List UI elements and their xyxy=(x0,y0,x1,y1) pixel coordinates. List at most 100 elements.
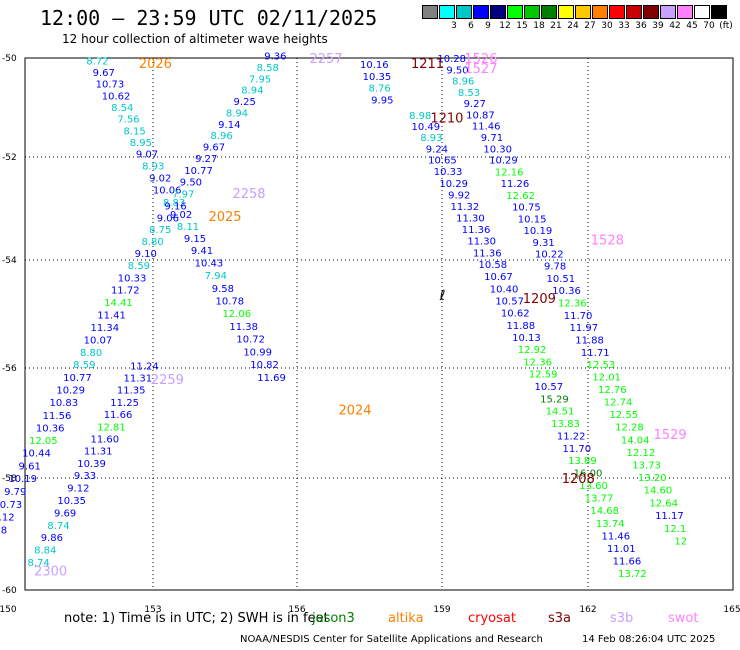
wave-height-value: 11.08 xyxy=(0,526,7,537)
latitude-tick-label: -60 xyxy=(2,586,17,596)
wave-height-value: 9.12 xyxy=(67,484,89,495)
wave-height-value: 10.83 xyxy=(50,398,79,409)
wave-height-value: 11.12 xyxy=(0,513,15,524)
wave-height-value: 13.77 xyxy=(585,494,614,505)
wave-height-value: 11.70 xyxy=(562,444,591,455)
wave-height-value: 11.32 xyxy=(451,202,480,213)
wave-height-value: 12.62 xyxy=(506,191,535,202)
wave-height-value: 9.27 xyxy=(464,99,486,110)
wave-height-value: 8.59 xyxy=(73,360,95,371)
wave-height-value: 12.28 xyxy=(615,423,644,434)
wave-height-value: 10.16 xyxy=(360,60,389,71)
color-scale-label: 21 xyxy=(550,21,562,31)
wave-height-value: 9.58 xyxy=(212,284,234,295)
color-scale-label: 27 xyxy=(584,21,596,31)
wave-height-value: 10.35 xyxy=(57,496,86,507)
wave-height-value: 9.71 xyxy=(481,133,503,144)
wave-height-value: 10.06 xyxy=(153,186,182,197)
wave-height-value: 11.88 xyxy=(507,321,536,332)
page-subtitle: 12 hour collection of altimeter wave hei… xyxy=(62,32,328,46)
wave-height-value: 11.30 xyxy=(467,237,496,248)
wave-height-value: 9.15 xyxy=(184,234,206,245)
mission-legend-swot: swot xyxy=(668,611,699,626)
latitude-tick-label: -50 xyxy=(2,54,17,64)
wave-height-value: 8.74 xyxy=(47,521,69,532)
wave-height-value: 11.17 xyxy=(655,511,684,522)
wave-height-value: 9.86 xyxy=(41,533,63,544)
wave-height-value: 9.24 xyxy=(426,144,448,155)
wave-height-value: 9.02 xyxy=(170,210,192,221)
wave-height-value: 9.33 xyxy=(74,471,96,482)
color-scale-label: 24 xyxy=(567,21,579,31)
color-scale-swatch xyxy=(643,5,659,19)
map-frame xyxy=(24,57,734,591)
wave-height-value: 8.98 xyxy=(409,111,431,122)
track-2300: 11.2411.3111.3511.2511.6612.8111.6011.31… xyxy=(28,361,159,569)
wave-height-value: 11.30 xyxy=(456,214,485,225)
wave-height-value: 11.46 xyxy=(472,122,501,133)
mission-legend-s3a: s3a xyxy=(548,611,572,626)
wave-height-value: 12.01 xyxy=(592,373,621,384)
color-scale-swatch xyxy=(626,5,642,19)
color-scale-swatch xyxy=(422,5,438,19)
color-scale-swatch xyxy=(541,5,557,19)
wave-height-value: 13.73 xyxy=(632,460,661,471)
wave-height-value: 10.36 xyxy=(552,286,581,297)
wave-height-value: 12.16 xyxy=(495,167,524,178)
wave-height-value: 11.70 xyxy=(564,311,593,322)
longitude-tick-label: 162 xyxy=(579,605,596,615)
wave-height-value: 11.66 xyxy=(104,410,133,421)
wave-height-value: 14.41 xyxy=(104,298,133,309)
wave-height-value: 8.84 xyxy=(34,546,56,557)
wave-height-value: 10.82 xyxy=(250,360,279,371)
page-title: 12:00 — 23:59 UTC 02/11/2025 xyxy=(40,6,378,30)
pass-number-label: 2300 xyxy=(34,564,67,579)
latitude-tick-label: -54 xyxy=(2,256,17,266)
wave-height-value: 10.07 xyxy=(84,335,113,346)
wave-height-value: 10.29 xyxy=(439,179,468,190)
wave-height-value: 9.79 xyxy=(4,487,26,498)
color-scale-label: 3 xyxy=(451,21,457,31)
wave-height-value: 10.43 xyxy=(195,258,224,269)
wave-height-value: 16.00 xyxy=(574,469,603,480)
color-scale-swatch xyxy=(473,5,489,19)
wave-height-value: 8.76 xyxy=(369,84,391,95)
wave-height-value: 13.74 xyxy=(596,519,625,530)
wave-height-value: 9.69 xyxy=(54,508,76,519)
longitude-tick-label: 156 xyxy=(288,605,305,615)
color-scale-swatch xyxy=(439,5,455,19)
map-axis-ticks: 150 153 156 159 162 165 -50 -52 -54 -56 -58 -60 xyxy=(0,54,740,615)
wave-height-value: 11.35 xyxy=(117,386,146,397)
map-grid xyxy=(24,57,734,591)
wave-height-value: 14.04 xyxy=(621,435,650,446)
color-scale-label: 12 xyxy=(499,21,511,31)
color-scale-label: 6 xyxy=(468,21,474,31)
wave-height-value: 10.39 xyxy=(77,459,106,470)
wave-height-value: 12 xyxy=(674,537,687,548)
wave-height-value: 8.83 xyxy=(163,198,185,209)
wave-height-value: 11.97 xyxy=(569,323,598,334)
wave-height-value: 12.36 xyxy=(558,299,587,310)
wave-height-value: 8.74 xyxy=(28,558,50,569)
wave-height-value: 10.75 xyxy=(512,203,541,214)
wave-height-value: 11.22 xyxy=(557,431,586,442)
wave-height-value: 10.73 xyxy=(96,80,125,91)
pass-number-label: 1527 xyxy=(464,62,497,77)
color-scale-swatch xyxy=(507,5,523,19)
wave-height-value: 9.61 xyxy=(19,461,41,472)
pass-number-label: 2025 xyxy=(208,210,241,225)
wave-height-value: 10.57 xyxy=(535,382,564,393)
latitude-tick-label: -58 xyxy=(2,474,17,484)
wave-height-value: 10.29 xyxy=(56,385,85,396)
wave-height-value: 10.58 xyxy=(479,260,508,271)
wave-height-value: 8.58 xyxy=(257,63,279,74)
wave-height-value: 11.36 xyxy=(473,248,502,259)
wave-height-value: 11.66 xyxy=(613,557,642,568)
longitude-tick-label: 150 xyxy=(0,605,17,615)
color-scale-swatch xyxy=(711,5,727,19)
wave-height-value: 8.80 xyxy=(80,348,102,359)
color-scale-label: (ft) xyxy=(719,21,733,31)
track-1210: 8.9810.498.939.2410.6510.3310.299.9211.3… xyxy=(409,111,647,580)
altimeter-tracks: 8.729.6710.7310.628.547.568.158.959.078.… xyxy=(0,51,687,580)
